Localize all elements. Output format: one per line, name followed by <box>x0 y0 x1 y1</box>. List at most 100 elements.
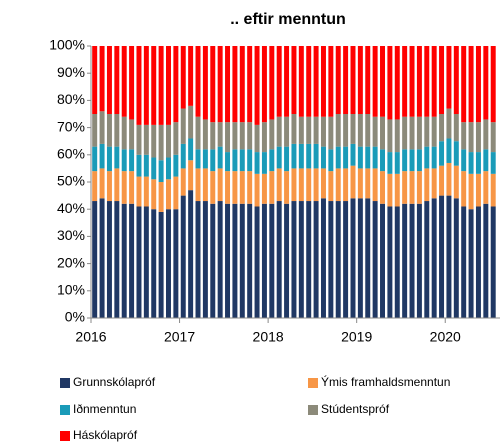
bar-segment <box>431 146 437 169</box>
bar-segment <box>151 157 157 180</box>
bar-segment <box>461 149 467 172</box>
bar-segment <box>225 122 231 153</box>
bar-segment <box>461 206 467 318</box>
bar-segment <box>202 168 208 202</box>
bar-segment <box>343 46 349 114</box>
bar-segment <box>232 149 238 172</box>
bar-segment <box>439 46 445 114</box>
bar-segment <box>372 116 378 147</box>
y-tick-label: 50% <box>57 173 85 189</box>
bar-segment <box>254 206 260 318</box>
bar-segment <box>202 46 208 120</box>
bar-segment <box>402 46 408 117</box>
bar-segment <box>439 114 445 142</box>
bar-segment <box>328 116 334 150</box>
bar-segment <box>195 149 201 169</box>
bar-segment <box>387 152 393 174</box>
legend-label: Iðnmenntun <box>73 402 136 416</box>
bar-segment <box>129 149 135 172</box>
bar-segment <box>439 165 445 196</box>
bar-segment <box>387 46 393 120</box>
bar-segment <box>328 46 334 117</box>
bar-segment <box>247 203 253 318</box>
bar-segment <box>490 46 496 123</box>
bar-segment <box>276 146 282 169</box>
bar-segment <box>269 119 275 150</box>
bar-segment <box>254 46 260 125</box>
bar-segment <box>143 176 149 207</box>
bar-segment <box>350 165 356 199</box>
bar-segment <box>453 46 459 114</box>
bar-segment <box>328 201 334 318</box>
bar-segment <box>210 149 216 172</box>
bar-segment <box>475 152 481 174</box>
bar-segment <box>490 152 496 174</box>
bar-segment <box>306 116 312 144</box>
bar-segment <box>380 149 385 172</box>
bar-segment <box>284 146 290 172</box>
bar-segment <box>195 46 201 117</box>
bar-segment <box>424 201 430 318</box>
bar-segment <box>92 114 98 147</box>
bar-segment <box>416 46 422 117</box>
y-tick-label: 70% <box>57 118 85 134</box>
bar-segment <box>380 171 385 204</box>
bar-segment <box>320 146 326 169</box>
bar-segment <box>136 176 142 207</box>
bar-segment <box>468 46 474 123</box>
bar-segment <box>439 195 445 318</box>
bar-segment <box>343 168 349 202</box>
bar-segment <box>387 173 393 207</box>
bar-segment <box>261 46 267 123</box>
bar-segment <box>306 143 312 169</box>
bar-segment <box>92 146 98 172</box>
bar-segment <box>394 152 400 174</box>
bar-segment <box>247 46 253 123</box>
bar-segment <box>92 46 98 114</box>
bar-segment <box>225 171 231 204</box>
bar-segment <box>328 171 334 202</box>
bar-segment <box>291 114 297 144</box>
bar-segment <box>284 203 290 318</box>
bar-segment <box>166 124 171 158</box>
bar-segment <box>166 179 171 210</box>
bar-segment <box>461 122 467 150</box>
bar-segment <box>239 46 245 123</box>
bar-segment <box>261 203 267 318</box>
bar-segment <box>114 46 120 114</box>
bar-segment <box>166 157 171 180</box>
bar-segment <box>468 152 474 174</box>
bar-segment <box>232 203 238 318</box>
bar-segment <box>232 122 238 150</box>
bar-segment <box>284 46 290 117</box>
bar-segment <box>335 168 341 202</box>
bar-segment <box>99 198 105 318</box>
bar-segment <box>350 143 356 166</box>
bar-segment <box>320 46 326 117</box>
bar-segment <box>343 201 349 318</box>
bar-segment <box>188 160 194 191</box>
bar-segment <box>247 122 253 150</box>
bar-segment <box>475 173 481 207</box>
x-tick-label: 2017 <box>164 329 195 345</box>
bar-segment <box>239 122 245 150</box>
bar-segment <box>143 154 149 177</box>
bar-segment <box>276 116 282 147</box>
bar-segment <box>343 114 349 147</box>
bar-segment <box>328 149 334 172</box>
bar-segment <box>106 201 112 318</box>
bar-segment <box>129 119 135 150</box>
bar-segment <box>387 206 393 318</box>
bar-segment <box>372 201 378 318</box>
bar-segment <box>92 201 98 318</box>
bar-segment <box>129 171 135 204</box>
bar-segment <box>269 149 275 172</box>
bar-segment <box>180 195 186 318</box>
bar-segment <box>158 182 164 212</box>
bar-segment <box>416 149 422 172</box>
legend-label: Háskólapróf <box>73 428 138 442</box>
legend-label: Stúdentspróf <box>321 402 390 416</box>
bar-segment <box>276 168 282 202</box>
y-tick-label: 0% <box>65 309 85 325</box>
bar-segment <box>380 46 385 117</box>
